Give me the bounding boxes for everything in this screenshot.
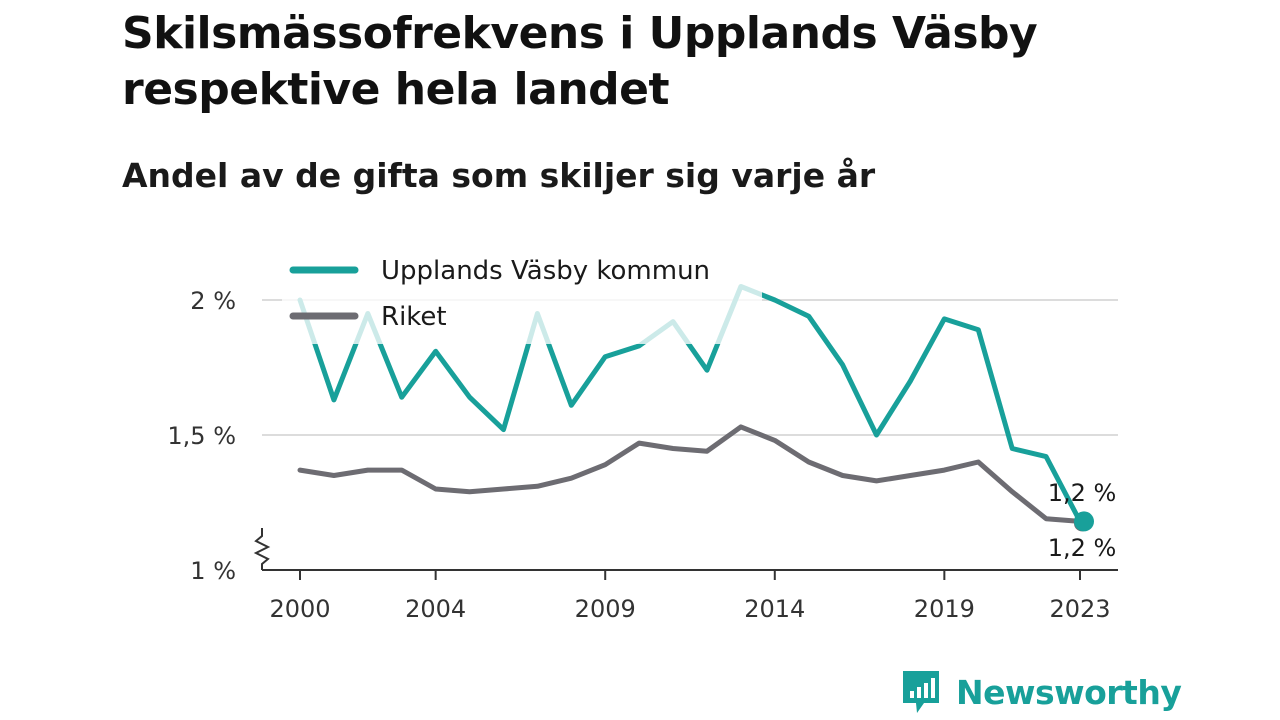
axis-break-icon bbox=[253, 528, 271, 570]
legend-item-riket-label: Riket bbox=[381, 302, 447, 332]
x-tick-label: 2009 bbox=[575, 595, 636, 623]
chart-title: Skilsmässofrekvens i Upplands Väsby resp… bbox=[122, 8, 1038, 115]
riket-end-label: 1,2 % bbox=[1048, 534, 1117, 562]
vasby-end-marker bbox=[1074, 511, 1094, 532]
x-tick-label: 2014 bbox=[744, 595, 805, 623]
x-tick-label: 2000 bbox=[269, 595, 330, 623]
y-tick-label: 1,5 % bbox=[167, 422, 236, 450]
x-tick-label: 2004 bbox=[405, 595, 466, 623]
x-tick-label: 2023 bbox=[1049, 595, 1110, 623]
brand-name: Newsworthy bbox=[956, 672, 1182, 712]
vasby-end-label: 1,2 % bbox=[1048, 479, 1117, 507]
chart-subtitle: Andel av de gifta som skiljer sig varje … bbox=[122, 156, 876, 195]
y-tick-label: 2 % bbox=[190, 287, 236, 315]
vasby-line bbox=[297, 284, 1083, 524]
chart-bubble-icon bbox=[903, 671, 939, 713]
x-tick-label: 2019 bbox=[914, 595, 975, 623]
y-tick-label: 1 % bbox=[190, 557, 236, 585]
legend-item-vasby-label: Upplands Väsby kommun bbox=[381, 256, 710, 286]
legend-background bbox=[282, 244, 762, 344]
riket-line bbox=[297, 424, 1083, 524]
newsworthy-logo: Newsworthy bbox=[900, 670, 1182, 714]
